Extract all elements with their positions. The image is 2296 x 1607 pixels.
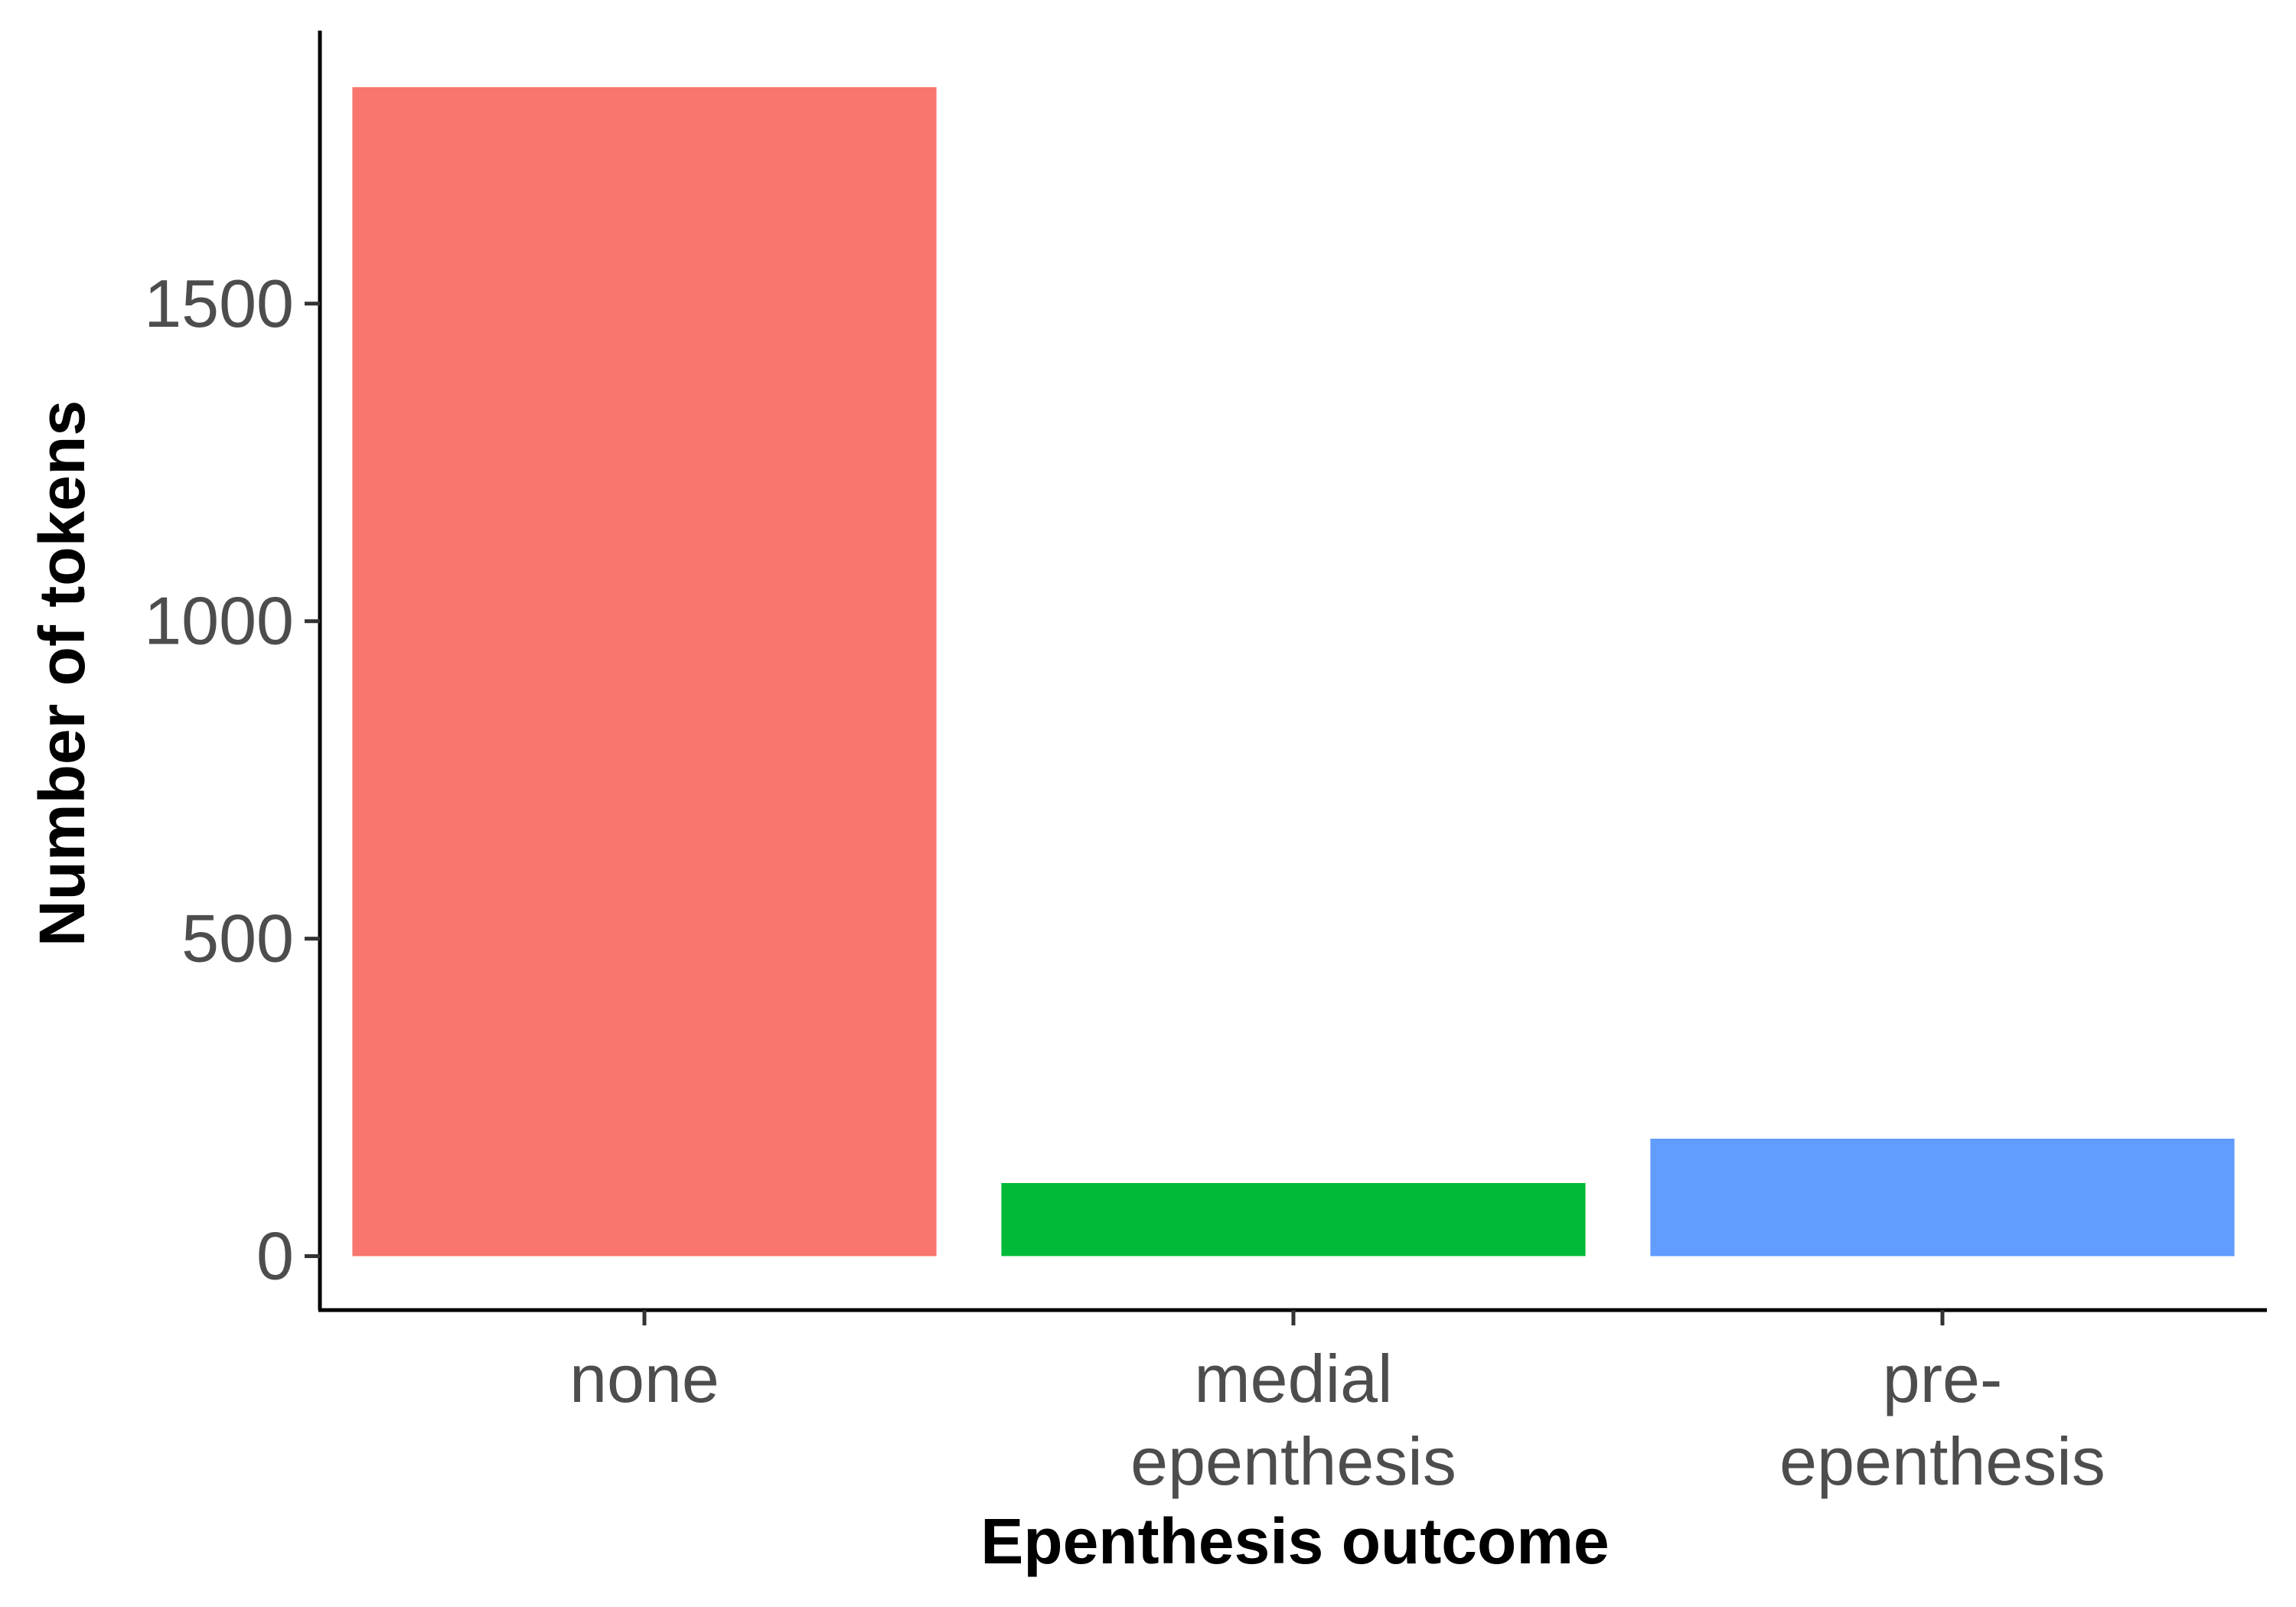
bar-2: [1650, 1139, 2235, 1257]
y-tick-label-2: 1000: [144, 583, 294, 659]
x-tick-label-1: medial epenthesis: [1130, 1341, 1456, 1499]
y-tick-label-3: 1500: [144, 266, 294, 341]
x-tick-label-2: pre-epenthesis: [1779, 1341, 2105, 1499]
bars-group: [352, 86, 2235, 1257]
y-tick-label-1: 500: [181, 901, 294, 976]
bar-0: [352, 86, 937, 1257]
axes-group: 0 500 1000 1500 none medial epenthesis pre-epen…: [144, 31, 2267, 1499]
y-tick-label-0: 0: [256, 1217, 294, 1293]
bar-1: [1001, 1183, 1586, 1257]
x-tick-label-0: none: [569, 1341, 719, 1416]
x-axis-title: Epenthesis outcome: [980, 1505, 1609, 1577]
y-axis-title: Number of tokens: [26, 400, 98, 947]
